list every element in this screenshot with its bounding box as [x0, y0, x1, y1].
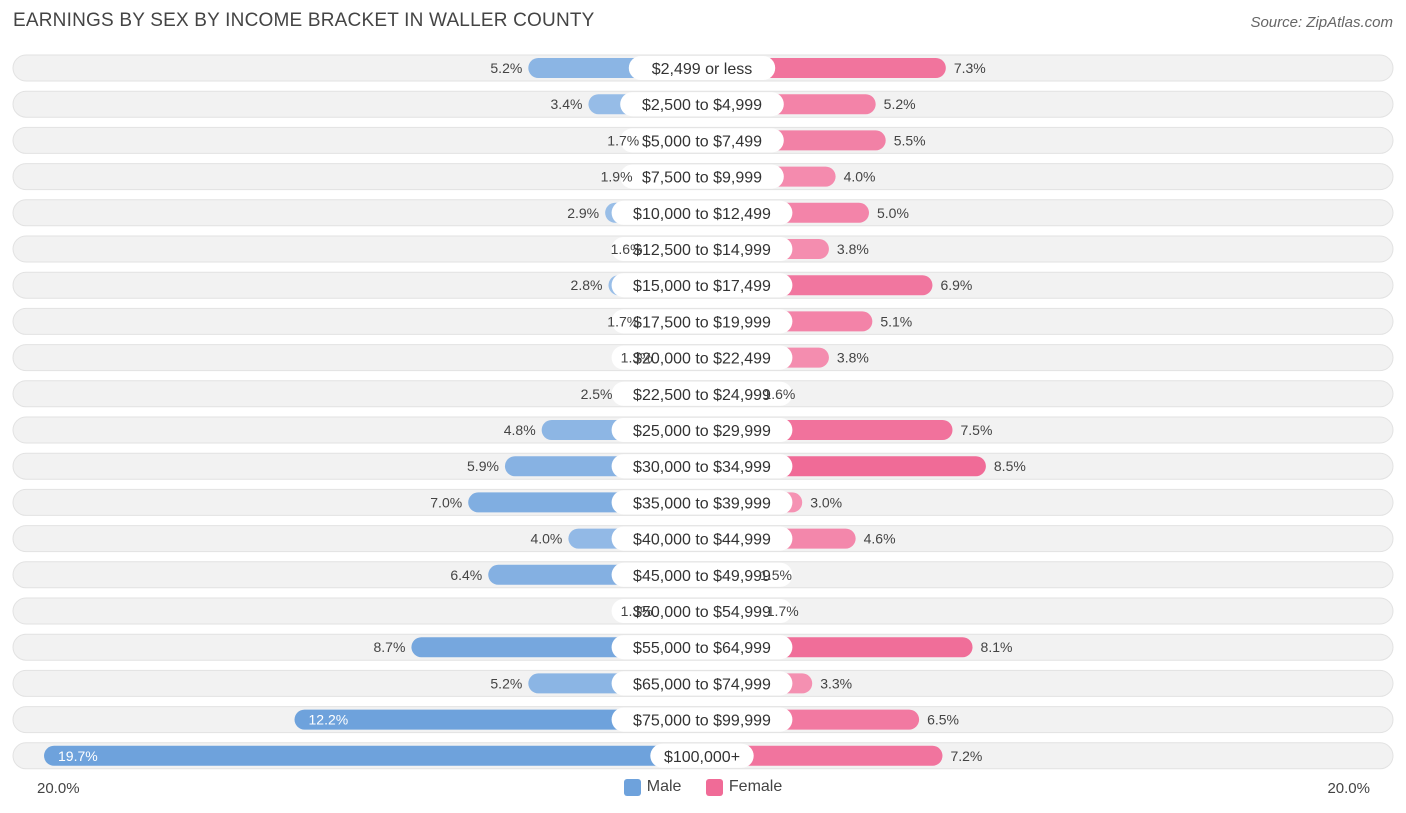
- legend-label-female: Female: [728, 778, 783, 795]
- axis-label-left: 20.0%: [37, 780, 80, 797]
- source-label: Source: ZipAtlas.com: [1250, 14, 1393, 31]
- value-label-female: 6.9%: [940, 277, 972, 293]
- value-label-male: 4.0%: [530, 531, 562, 547]
- category-label: $10,000 to $12,499: [633, 206, 771, 223]
- category-label: $7,500 to $9,999: [642, 170, 762, 187]
- value-label-female: 5.5%: [894, 132, 926, 148]
- value-label-female: 3.3%: [820, 675, 852, 691]
- value-label-female: 8.1%: [981, 639, 1013, 655]
- value-label-female: 7.3%: [954, 60, 986, 76]
- category-label: $25,000 to $29,999: [633, 423, 771, 440]
- value-label-male: 5.2%: [490, 60, 522, 76]
- category-label: $15,000 to $17,499: [633, 278, 771, 295]
- value-label-male: 1.6%: [611, 241, 643, 257]
- value-label-male: 1.3%: [621, 603, 653, 619]
- value-label-male: 7.0%: [430, 494, 462, 510]
- value-label-female: 3.8%: [837, 241, 869, 257]
- category-label-bg: [611, 381, 793, 406]
- category-label-bg: [611, 490, 793, 515]
- value-label-female: 5.0%: [877, 205, 909, 221]
- category-label: $17,500 to $19,999: [633, 314, 771, 331]
- value-label-male: 1.3%: [621, 350, 653, 366]
- category-label-bg: [628, 56, 776, 80]
- value-label-male: 12.2%: [309, 712, 349, 728]
- category-label: $12,500 to $14,999: [633, 242, 771, 259]
- bar-female: [702, 745, 943, 766]
- value-label-male: 4.8%: [504, 422, 536, 438]
- axis-label-right: 20.0%: [1327, 780, 1370, 797]
- category-label-bg: [611, 562, 793, 587]
- category-label: $65,000 to $74,999: [633, 676, 771, 693]
- legend-item-female[interactable]: Female: [705, 778, 783, 796]
- category-label-bg: [611, 200, 793, 225]
- chart-title: EARNINGS BY SEX BY INCOME BRACKET IN WAL…: [13, 10, 595, 31]
- value-label-female: 1.5%: [760, 567, 792, 583]
- value-label-female: 5.2%: [884, 96, 916, 112]
- bar-male: [44, 745, 702, 766]
- category-label-bg: [611, 671, 793, 696]
- category-label-bg: [620, 128, 784, 153]
- category-label: $55,000 to $64,999: [633, 640, 771, 657]
- value-label-male: 19.7%: [58, 748, 98, 764]
- category-label-bg: [650, 743, 754, 768]
- value-label-female: 3.8%: [837, 350, 869, 366]
- category-label: $22,500 to $24,999: [633, 387, 771, 404]
- category-label-bg: [611, 273, 793, 298]
- bar-male: [294, 709, 702, 730]
- legend-label-male: Male: [646, 778, 682, 795]
- category-label: $40,000 to $44,999: [633, 532, 771, 549]
- value-label-female: 3.0%: [810, 494, 842, 510]
- category-label: $5,000 to $7,499: [642, 133, 762, 150]
- legend-swatch-male: [623, 778, 641, 796]
- legend: Male Female: [0, 778, 1406, 801]
- category-label: $2,499 or less: [652, 61, 753, 78]
- category-label-bg: [611, 635, 793, 660]
- category-label-bg: [611, 345, 793, 370]
- value-label-male: 5.2%: [490, 675, 522, 691]
- category-label: $50,000 to $54,999: [633, 604, 771, 621]
- value-label-male: 6.4%: [450, 567, 482, 583]
- value-label-male: 1.7%: [607, 313, 639, 329]
- value-label-male: 2.5%: [581, 386, 613, 402]
- value-label-male: 2.8%: [571, 277, 603, 293]
- value-label-female: 1.6%: [763, 386, 795, 402]
- category-label: $45,000 to $49,999: [633, 568, 771, 585]
- category-label: $75,000 to $99,999: [633, 713, 771, 730]
- legend-item-male[interactable]: Male: [623, 778, 682, 796]
- value-label-female: 5.1%: [880, 313, 912, 329]
- category-label-bg: [611, 237, 793, 261]
- value-label-female: 6.5%: [927, 712, 959, 728]
- value-label-female: 7.5%: [961, 422, 993, 438]
- value-label-female: 1.7%: [767, 603, 799, 619]
- value-label-male: 1.9%: [601, 169, 633, 185]
- category-label-bg: [611, 599, 793, 623]
- category-label-bg: [620, 164, 784, 189]
- value-label-female: 7.2%: [950, 748, 982, 764]
- value-label-male: 8.7%: [373, 639, 405, 655]
- category-label-bg: [611, 707, 793, 732]
- legend-swatch-female: [705, 778, 723, 796]
- value-label-female: 4.6%: [864, 531, 896, 547]
- category-label: $35,000 to $39,999: [633, 495, 771, 512]
- category-label-bg: [611, 526, 793, 551]
- value-label-male: 1.7%: [607, 132, 639, 148]
- category-label: $30,000 to $34,999: [633, 459, 771, 476]
- category-label: $20,000 to $22,499: [633, 351, 771, 368]
- category-label-bg: [620, 92, 784, 117]
- category-label-bg: [611, 309, 793, 334]
- value-label-male: 2.9%: [567, 205, 599, 221]
- value-label-male: 5.9%: [467, 458, 499, 474]
- value-label-female: 8.5%: [994, 458, 1026, 474]
- category-label-bg: [611, 418, 793, 442]
- category-label-bg: [611, 454, 793, 479]
- category-label: $100,000+: [664, 749, 740, 766]
- value-label-male: 3.4%: [551, 96, 583, 112]
- value-label-female: 4.0%: [844, 169, 876, 185]
- category-label: $2,500 to $4,999: [642, 97, 762, 114]
